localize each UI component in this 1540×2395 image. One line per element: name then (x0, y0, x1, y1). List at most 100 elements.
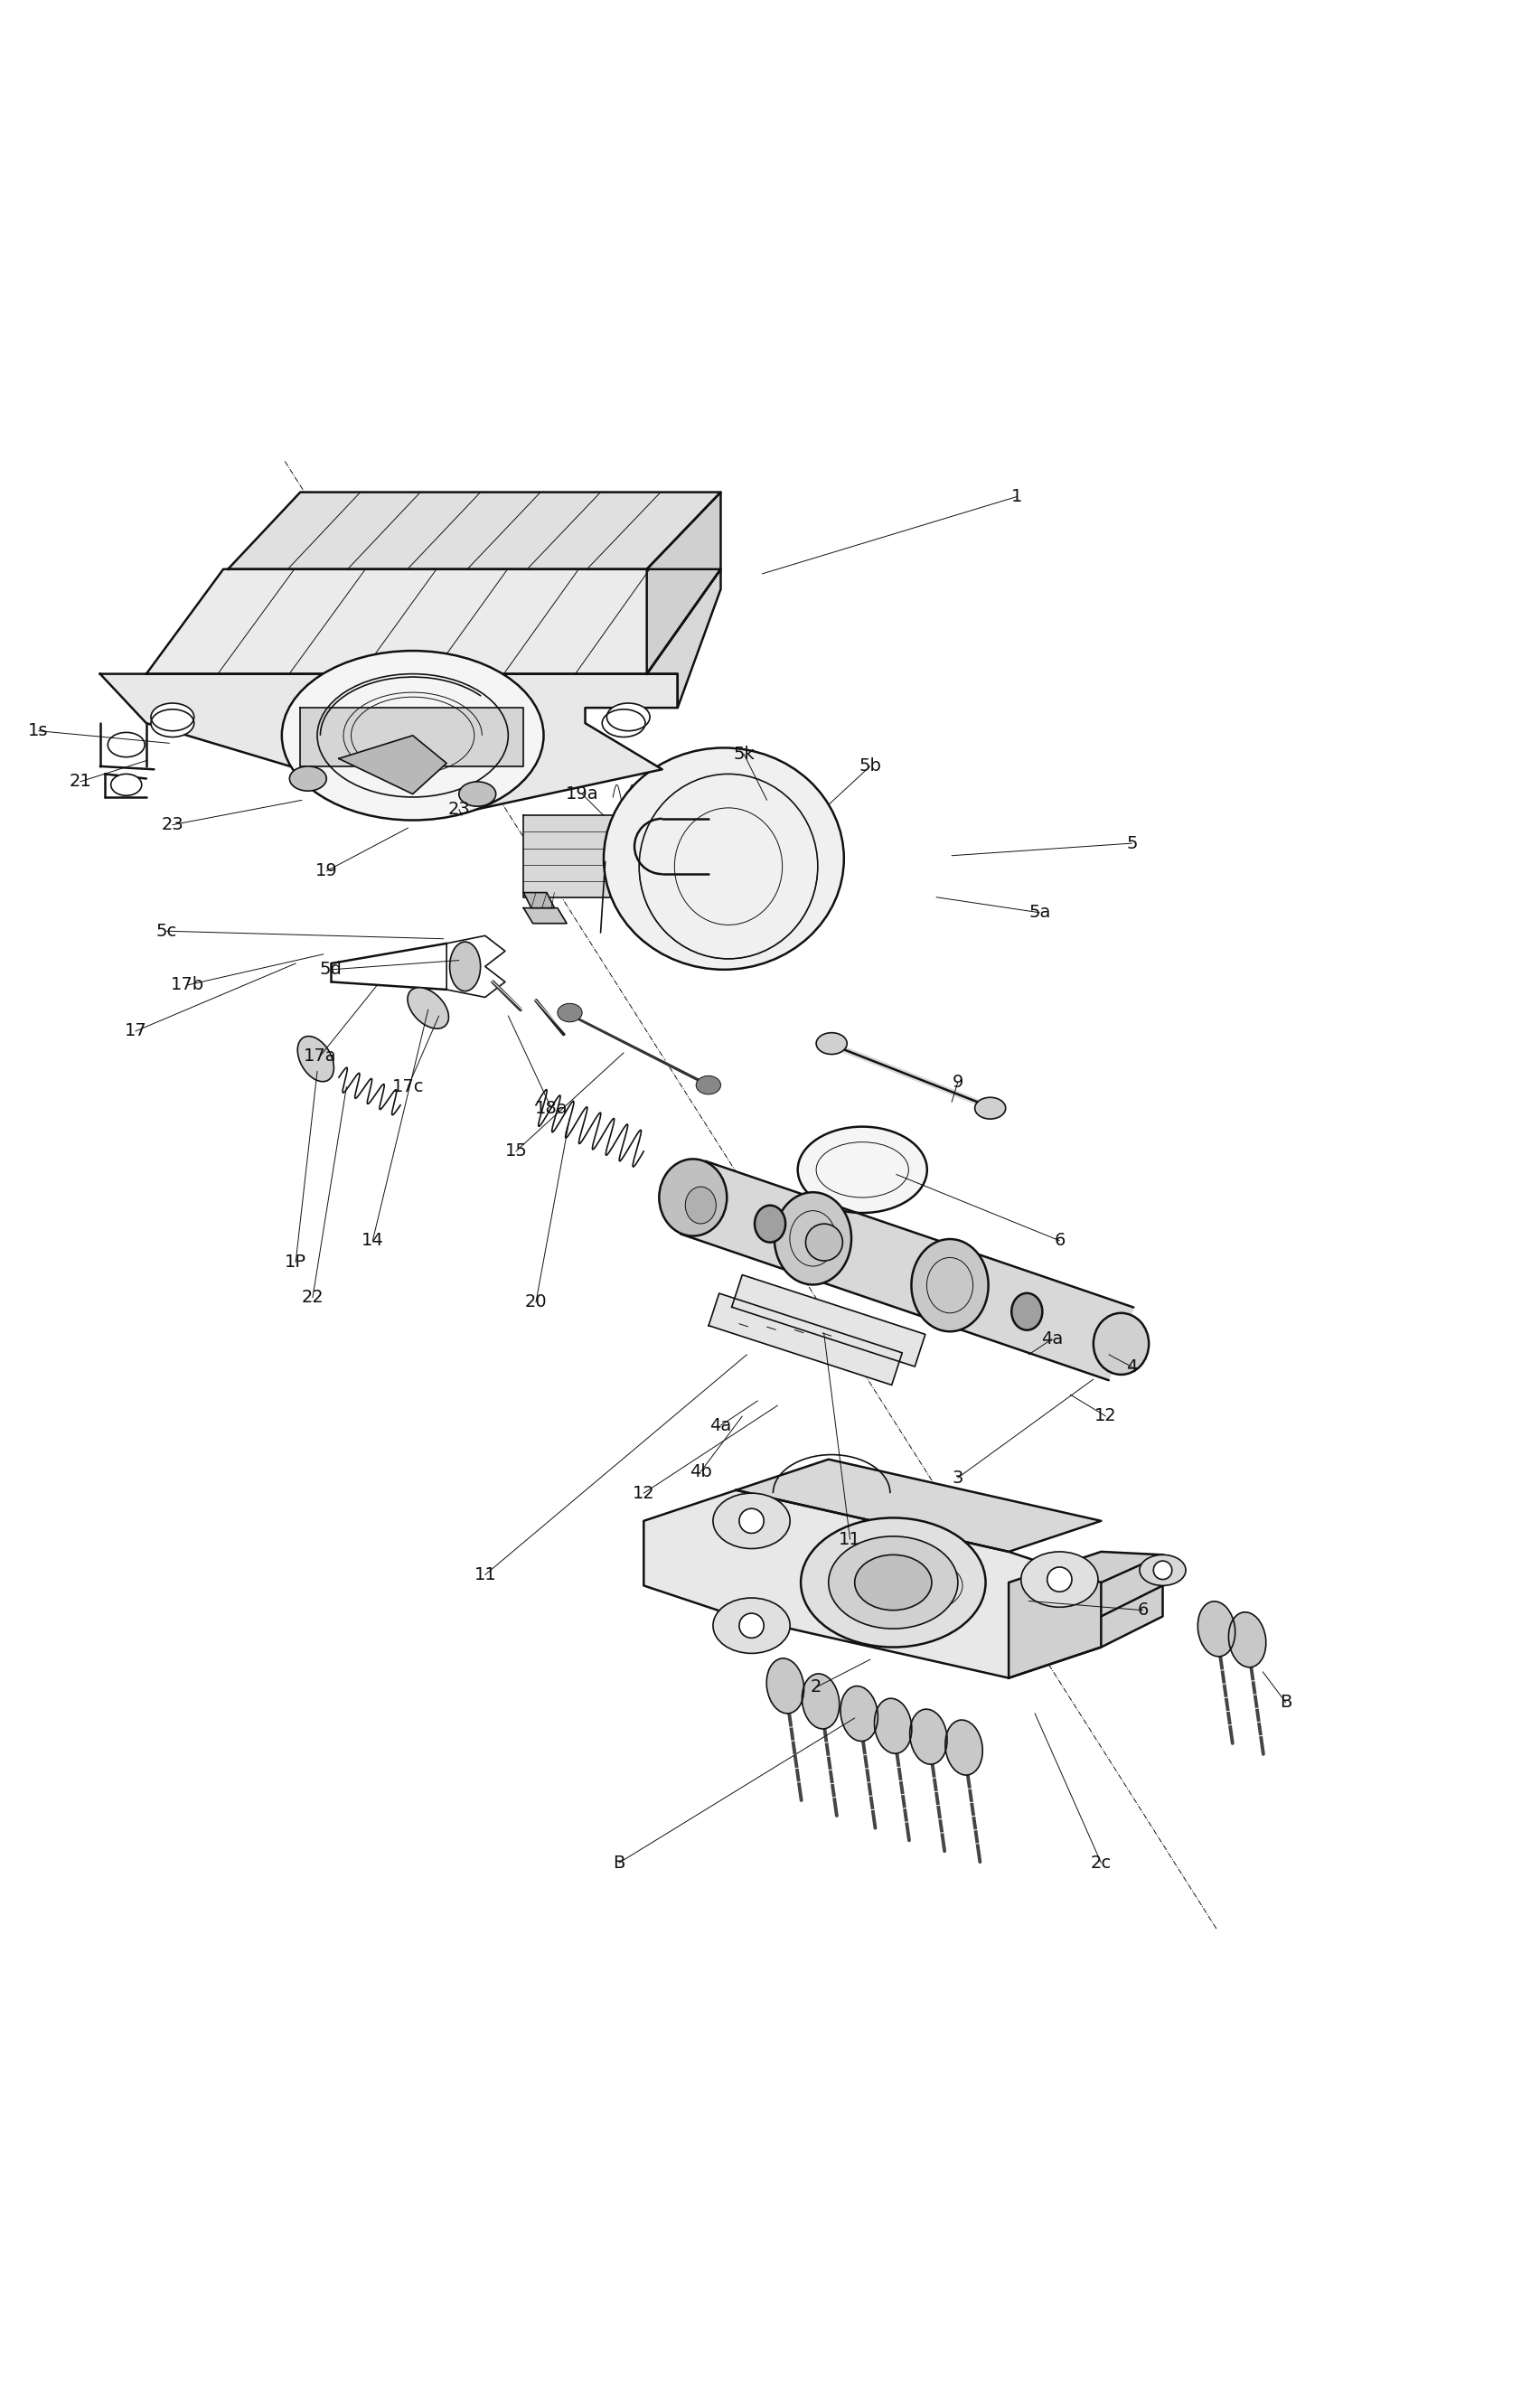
Polygon shape (732, 1274, 926, 1368)
Text: 23: 23 (448, 800, 470, 819)
Text: 1s: 1s (28, 723, 49, 740)
Ellipse shape (829, 1535, 958, 1629)
Ellipse shape (855, 1554, 932, 1609)
Polygon shape (300, 709, 524, 766)
Text: 12: 12 (1095, 1408, 1116, 1425)
Ellipse shape (602, 709, 645, 738)
Text: 12: 12 (633, 1485, 654, 1502)
Ellipse shape (290, 766, 326, 790)
Ellipse shape (659, 1159, 727, 1236)
Ellipse shape (108, 733, 145, 757)
Ellipse shape (912, 1238, 989, 1332)
Text: 4a: 4a (710, 1418, 731, 1435)
Ellipse shape (1229, 1612, 1266, 1667)
Ellipse shape (696, 1075, 721, 1095)
Text: 19a: 19a (565, 786, 599, 802)
Text: 5: 5 (1126, 836, 1138, 853)
Polygon shape (100, 673, 678, 812)
Text: B: B (613, 1854, 625, 1870)
Ellipse shape (1012, 1293, 1043, 1329)
Text: 4a: 4a (1041, 1332, 1063, 1348)
Polygon shape (339, 735, 447, 795)
Ellipse shape (946, 1720, 983, 1775)
Circle shape (1153, 1562, 1172, 1578)
Text: 18a: 18a (534, 1099, 568, 1116)
Ellipse shape (816, 1032, 847, 1054)
Text: 1: 1 (1010, 489, 1023, 505)
Ellipse shape (755, 1205, 785, 1243)
Text: 6: 6 (1053, 1231, 1066, 1250)
Text: 4b: 4b (690, 1463, 711, 1480)
Ellipse shape (297, 1037, 334, 1083)
Ellipse shape (801, 1518, 986, 1648)
Text: 15: 15 (505, 1142, 527, 1159)
Text: 3: 3 (952, 1468, 964, 1487)
Polygon shape (524, 817, 647, 898)
Ellipse shape (798, 1126, 927, 1212)
Ellipse shape (1021, 1552, 1098, 1607)
Ellipse shape (910, 1710, 947, 1765)
Text: 17a: 17a (303, 1047, 337, 1063)
Text: 5k: 5k (733, 745, 755, 762)
Text: 19: 19 (316, 862, 337, 879)
Polygon shape (708, 1293, 902, 1384)
Text: 5a: 5a (1029, 903, 1050, 922)
Circle shape (805, 1224, 842, 1260)
Circle shape (739, 1509, 764, 1533)
Polygon shape (681, 1162, 1133, 1380)
Ellipse shape (713, 1597, 790, 1653)
Ellipse shape (1093, 1312, 1149, 1375)
Ellipse shape (151, 704, 194, 730)
Polygon shape (644, 1490, 1101, 1679)
Text: 5d: 5d (320, 960, 342, 977)
Text: B: B (1280, 1693, 1292, 1710)
Text: 17: 17 (125, 1023, 146, 1039)
Ellipse shape (450, 941, 480, 992)
Ellipse shape (875, 1698, 912, 1753)
Ellipse shape (408, 987, 448, 1027)
Polygon shape (524, 893, 554, 908)
Polygon shape (228, 491, 721, 570)
Polygon shape (524, 908, 567, 924)
Ellipse shape (604, 747, 844, 970)
Ellipse shape (459, 781, 496, 807)
Text: 5b: 5b (859, 757, 881, 776)
Text: 11: 11 (839, 1530, 861, 1547)
Text: 17c: 17c (393, 1078, 424, 1095)
Ellipse shape (775, 1193, 852, 1284)
Circle shape (739, 1614, 764, 1638)
Text: 11: 11 (474, 1566, 496, 1583)
Ellipse shape (1140, 1554, 1186, 1585)
Polygon shape (146, 570, 721, 673)
Ellipse shape (557, 1004, 582, 1023)
Polygon shape (647, 570, 721, 709)
Ellipse shape (111, 774, 142, 795)
Text: 4: 4 (1126, 1358, 1138, 1375)
Text: 23: 23 (162, 817, 183, 833)
Polygon shape (647, 491, 721, 673)
Ellipse shape (802, 1674, 839, 1729)
Ellipse shape (713, 1492, 790, 1550)
Ellipse shape (607, 704, 650, 730)
Ellipse shape (975, 1097, 1006, 1118)
Ellipse shape (685, 1186, 716, 1224)
Ellipse shape (841, 1686, 878, 1741)
Text: 5c: 5c (156, 922, 177, 939)
Text: 2c: 2c (1090, 1854, 1112, 1870)
Ellipse shape (151, 709, 194, 738)
Circle shape (1047, 1566, 1072, 1593)
Text: 17b: 17b (171, 977, 205, 994)
Text: 22: 22 (302, 1289, 323, 1305)
Text: 9: 9 (952, 1073, 964, 1090)
Ellipse shape (282, 651, 544, 819)
Polygon shape (1009, 1552, 1163, 1679)
Ellipse shape (1198, 1602, 1235, 1657)
Text: 20: 20 (525, 1293, 547, 1310)
Text: 1P: 1P (285, 1253, 306, 1272)
Text: 2: 2 (810, 1679, 822, 1696)
Text: 14: 14 (362, 1231, 383, 1250)
Text: 6: 6 (1137, 1602, 1149, 1619)
Ellipse shape (852, 1542, 981, 1629)
Ellipse shape (767, 1657, 804, 1712)
Text: 21: 21 (69, 774, 91, 790)
